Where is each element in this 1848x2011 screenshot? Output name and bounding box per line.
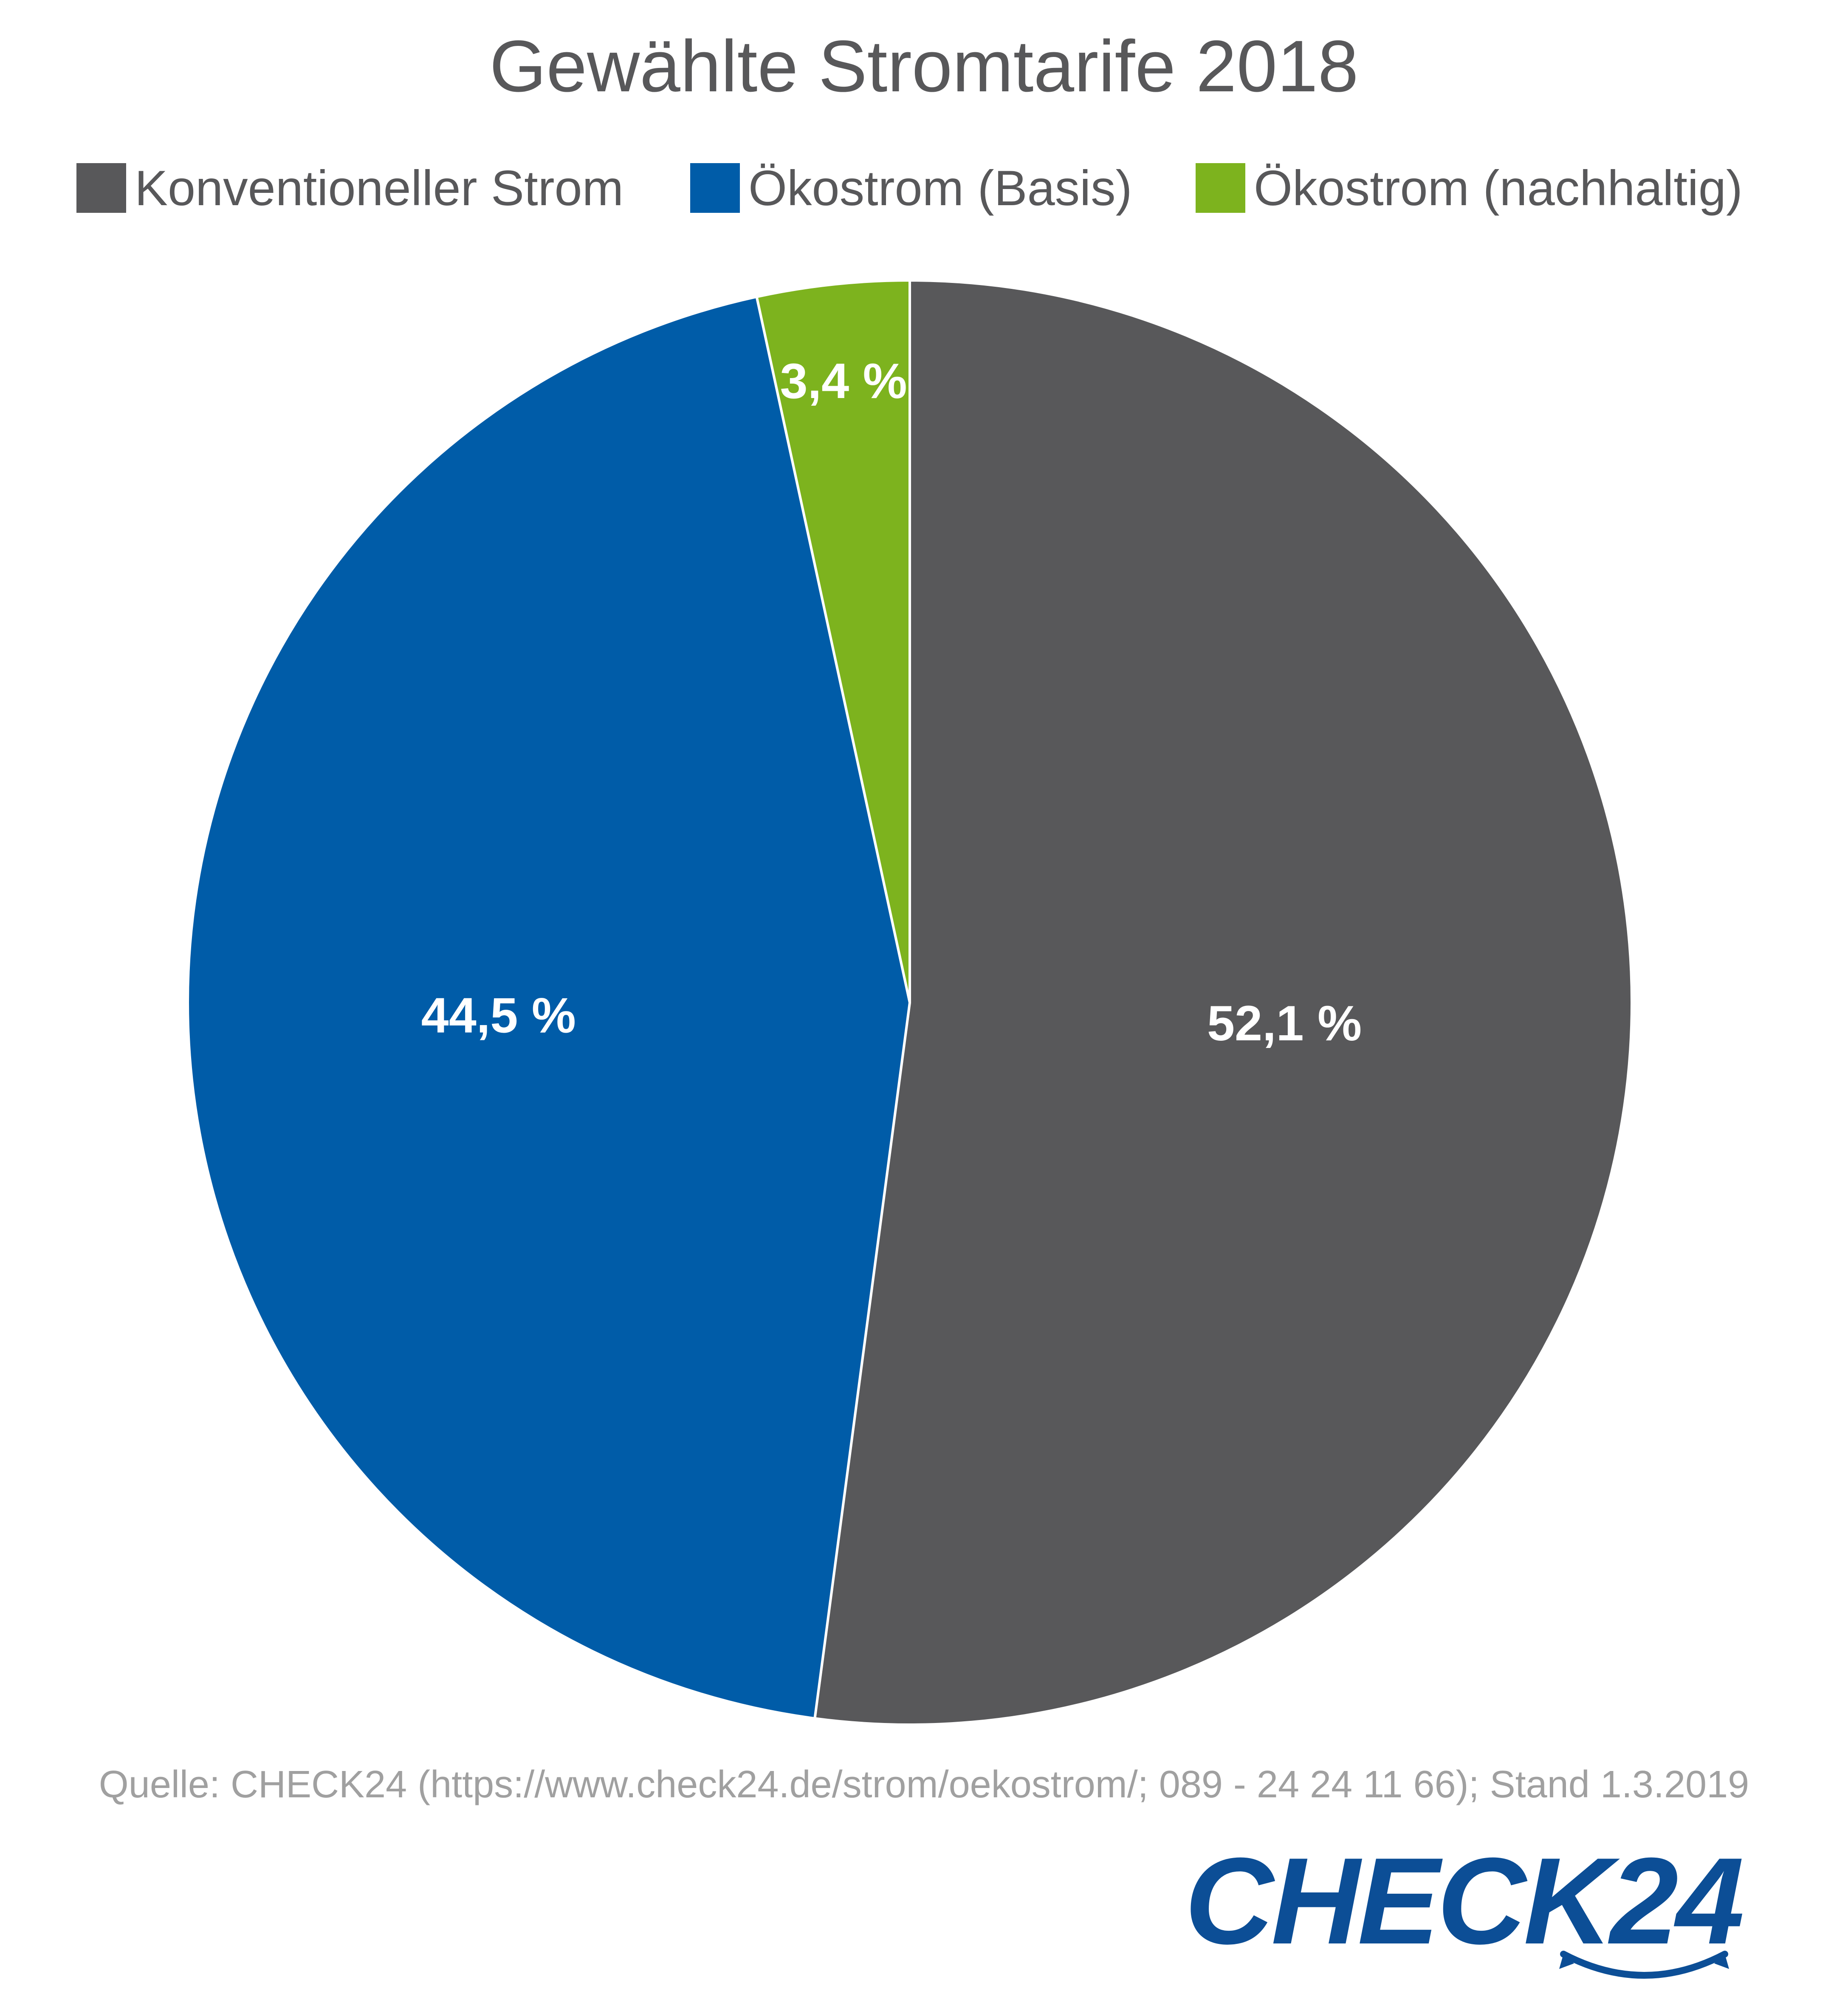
source-note: Quelle: CHECK24 (https://www.check24.de/… [99, 1763, 1749, 1806]
pie-slice-label-2: 44,5 % [421, 987, 576, 1043]
check24-logo: CHECK24 [1147, 1832, 1744, 1980]
logo-text: CHECK24 [1185, 1832, 1744, 1970]
pie-slice-label-1: 52,1 % [1207, 995, 1362, 1051]
legend-label-nachhaltig: Ökostrom (nachhaltig) [1254, 160, 1743, 216]
logo-arrow-icon [1559, 1951, 1729, 1979]
legend-label-basis: Ökostrom (Basis) [748, 160, 1132, 216]
legend-item-basis: Ökostrom (Basis) [690, 158, 1132, 217]
pie-slice-label-3: 3,4 % [780, 353, 907, 409]
legend-swatch-basis [690, 163, 740, 213]
pie-labels: 52,1 % 44,5 % 3,4 % [421, 353, 1362, 1051]
legend-label-conventional: Konventioneller Strom [135, 160, 624, 216]
chart-title: Gewählte Stromtarife 2018 [489, 25, 1359, 107]
pie-slice-3 [755, 279, 911, 1003]
pie-slices [186, 279, 1633, 1726]
legend-swatch-nachhaltig [1196, 163, 1245, 213]
legend-item-nachhaltig: Ökostrom (nachhaltig) [1196, 158, 1743, 217]
legend: Konventioneller Strom Ökostrom (Basis) Ö… [0, 158, 1848, 217]
legend-swatch-conventional [76, 163, 126, 213]
legend-item-conventional: Konventioneller Strom [76, 158, 624, 217]
pie-slice-2 [186, 295, 911, 1720]
pie-slice-1 [813, 279, 1633, 1726]
